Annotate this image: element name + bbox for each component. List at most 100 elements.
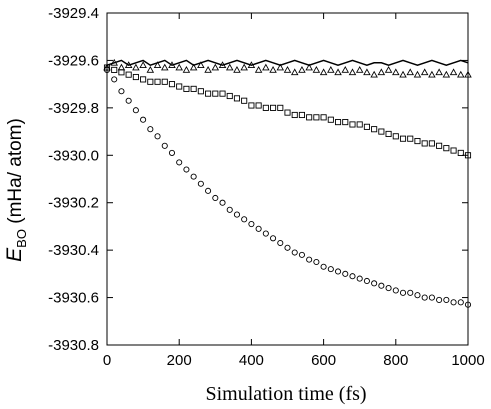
data-point	[306, 114, 313, 121]
data-point	[407, 289, 414, 296]
data-point	[124, 61, 133, 69]
data-point	[175, 63, 183, 71]
data-point	[291, 111, 298, 119]
data-point	[255, 225, 262, 232]
data-point	[283, 65, 292, 73]
data-point	[413, 70, 422, 78]
data-point	[160, 63, 169, 71]
y-tick-label: -3930.0	[48, 147, 99, 164]
series-line	[106, 59, 469, 67]
data-point	[399, 70, 407, 78]
data-point	[161, 78, 168, 85]
data-point	[370, 70, 378, 78]
data-point	[436, 142, 443, 149]
series-4-circle	[103, 66, 472, 308]
data-point	[349, 121, 356, 128]
data-point	[342, 119, 349, 126]
data-point	[420, 68, 429, 76]
data-point	[371, 280, 378, 287]
y-tick-label: -3930.8	[48, 337, 99, 354]
data-point	[457, 299, 464, 306]
data-point	[262, 63, 270, 71]
data-point	[190, 85, 197, 92]
x-tick-labels: 0 200 400 600 800 1000	[103, 352, 485, 369]
data-point	[363, 123, 370, 130]
data-point	[205, 187, 212, 194]
data-point	[371, 126, 378, 133]
data-point	[154, 78, 161, 85]
data-point	[436, 296, 443, 303]
data-point	[132, 73, 139, 81]
data-point	[111, 66, 118, 73]
data-point	[407, 135, 414, 142]
data-point	[385, 130, 392, 137]
data-point	[449, 68, 458, 76]
y-tick-label: -3929.6	[48, 52, 99, 69]
data-point	[320, 263, 327, 270]
y-tick-label: -3930.2	[48, 195, 99, 212]
data-point	[204, 65, 212, 73]
data-point	[270, 104, 277, 111]
data-point	[276, 63, 285, 71]
data-point	[298, 111, 305, 119]
data-point	[233, 211, 241, 218]
data-point	[392, 287, 399, 294]
data-point	[197, 61, 205, 69]
data-point	[118, 88, 125, 95]
data-point	[168, 81, 176, 88]
data-point	[349, 273, 356, 280]
data-point	[313, 258, 320, 266]
data-point	[111, 76, 118, 83]
data-point	[435, 68, 443, 76]
data-point	[140, 116, 147, 123]
data-point	[363, 68, 371, 76]
data-point	[241, 97, 248, 104]
data-point	[140, 76, 147, 83]
data-point	[406, 68, 415, 76]
data-point	[247, 61, 256, 69]
data-point	[219, 199, 226, 206]
data-point	[384, 65, 393, 73]
data-point	[262, 230, 269, 237]
data-point	[414, 292, 421, 299]
data-point	[154, 133, 161, 140]
data-point	[197, 180, 204, 187]
data-point	[176, 83, 183, 90]
data-point	[342, 270, 349, 277]
x-tick-label: 400	[239, 352, 264, 369]
x-axis-title: Simulation time (fs)	[205, 383, 366, 405]
data-point	[226, 206, 233, 213]
data-point	[248, 102, 255, 109]
data-point	[306, 256, 313, 263]
data-point	[125, 97, 132, 104]
x-tick-label: 800	[383, 352, 408, 369]
data-point	[399, 135, 407, 142]
data-point	[450, 147, 457, 154]
data-point	[168, 149, 176, 156]
data-point	[443, 145, 450, 152]
data-point	[161, 142, 168, 149]
data-point	[290, 68, 299, 76]
data-point	[212, 90, 219, 97]
data-point	[277, 239, 284, 247]
data-point	[327, 65, 335, 73]
data-point	[385, 285, 392, 292]
data-point	[428, 294, 435, 301]
data-point	[284, 244, 291, 251]
data-point	[377, 68, 386, 76]
data-point	[421, 294, 428, 301]
x-tick-label: 200	[167, 352, 192, 369]
data-point	[356, 121, 363, 128]
data-point	[327, 116, 334, 123]
data-point	[348, 68, 357, 76]
data-point	[457, 149, 464, 156]
data-point	[146, 65, 155, 73]
data-point	[132, 107, 139, 114]
y-tick-label: -3929.4	[48, 5, 99, 22]
data-point	[334, 119, 342, 126]
data-point	[327, 266, 334, 273]
data-point	[457, 70, 465, 78]
data-point	[428, 140, 435, 147]
data-point	[226, 92, 233, 100]
x-tick-label: 1000	[451, 352, 484, 369]
